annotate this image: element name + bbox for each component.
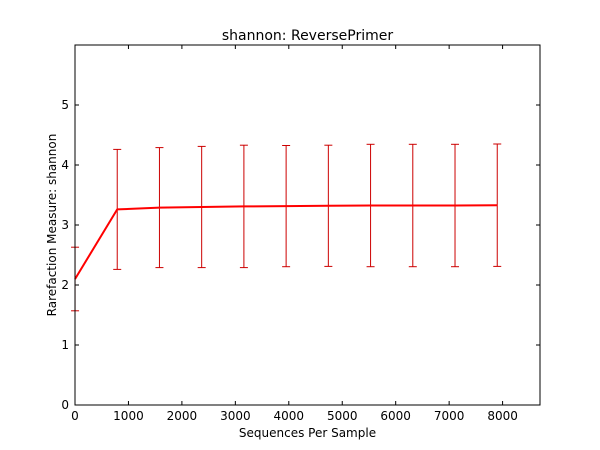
x-tick-label: 2000 (167, 409, 198, 423)
y-tick-label: 3 (61, 218, 69, 232)
x-tick-label: 0 (71, 409, 79, 423)
axis-ticks (74, 45, 540, 406)
x-tick-label: 8000 (487, 409, 518, 423)
x-tick-label: 6000 (380, 409, 411, 423)
axis-tick-labels: 0 1000 2000 3000 4000 5000 6000 7000 8000 0 1 2 3 4 5 (61, 98, 518, 423)
series-line (74, 204, 498, 280)
error-bar (493, 143, 502, 267)
series-line-group (74, 204, 498, 280)
x-tick-label: 5000 (327, 409, 358, 423)
y-tick-label: 0 (61, 398, 69, 412)
chart-title: shannon: ReversePrimer (222, 28, 393, 44)
y-tick-label: 2 (61, 278, 69, 292)
x-tick-label: 3000 (220, 409, 251, 423)
plot-frame (74, 44, 541, 406)
x-axis-title: Sequences Per Sample (239, 426, 376, 440)
y-tick-label: 5 (61, 98, 69, 112)
x-tick-label: 1000 (113, 409, 144, 423)
x-tick-label: 7000 (434, 409, 465, 423)
y-tick-label: 1 (61, 338, 69, 352)
y-tick-label: 4 (61, 158, 69, 172)
x-tick-label: 4000 (274, 409, 305, 423)
y-axis-title: Rarefaction Measure: shannon (45, 134, 59, 317)
